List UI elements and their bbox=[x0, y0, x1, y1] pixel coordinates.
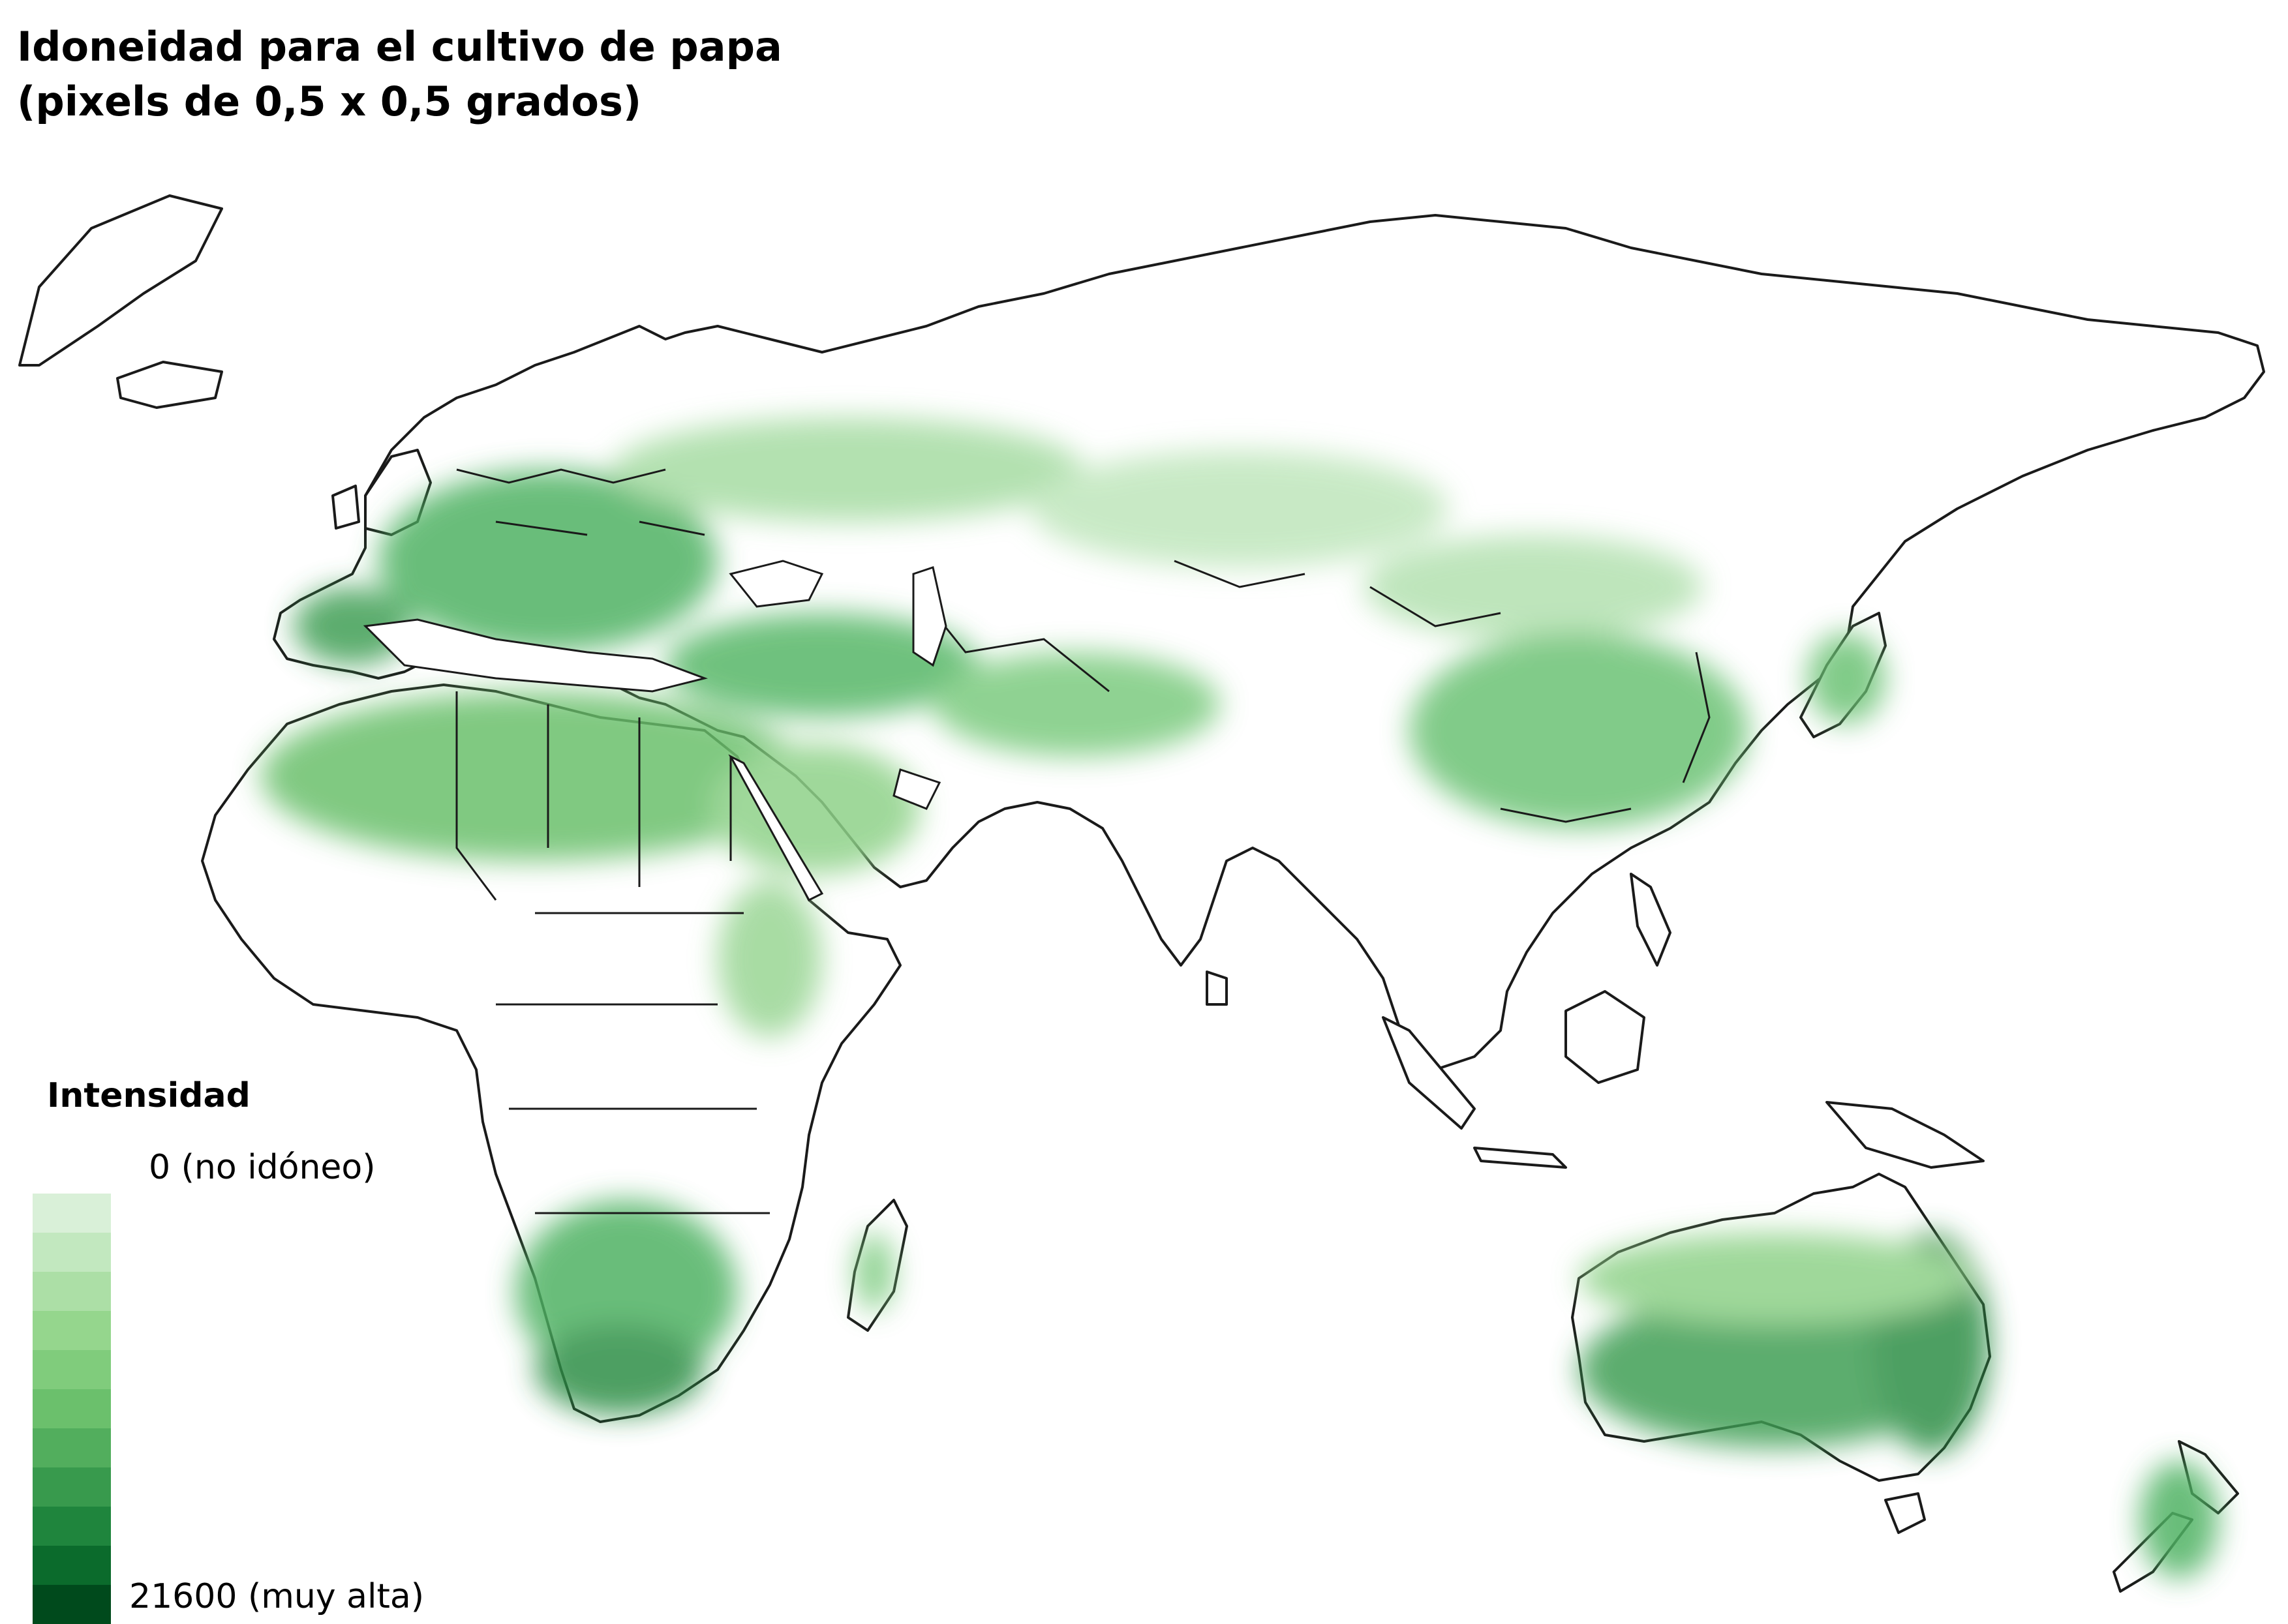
title-line-1: Idoneidad para el cultivo de papa bbox=[17, 23, 782, 70]
red-sea bbox=[728, 754, 824, 901]
legend-swatch-5 bbox=[33, 1389, 111, 1428]
suitability-shading bbox=[261, 417, 2218, 1578]
shade-new-zealand bbox=[2140, 1461, 2218, 1578]
shade-russia bbox=[613, 417, 1083, 522]
philippines bbox=[1630, 873, 1671, 967]
shade-madagascar bbox=[855, 1233, 894, 1311]
caspian-sea bbox=[912, 566, 947, 667]
legend-swatch-9 bbox=[33, 1546, 111, 1585]
shade-central-asia bbox=[933, 652, 1220, 757]
shade-north-africa bbox=[261, 691, 809, 861]
shade-china bbox=[1409, 633, 1748, 828]
shade-europe bbox=[378, 470, 718, 652]
legend-swatch-7 bbox=[33, 1467, 111, 1507]
legend-swatch-2 bbox=[33, 1272, 111, 1311]
legend-min-label: 0 (no idóneo) bbox=[149, 1148, 376, 1187]
shade-iberia bbox=[294, 587, 411, 665]
shade-japan bbox=[1807, 633, 1885, 724]
shade-australia-south bbox=[1579, 1291, 1970, 1448]
legend-swatch-4 bbox=[33, 1350, 111, 1389]
tasmania bbox=[1884, 1492, 1926, 1534]
java bbox=[1473, 1147, 1567, 1169]
shade-mongolia bbox=[1364, 535, 1703, 639]
map-title: Idoneidad para el cultivo de papa (pixel… bbox=[17, 20, 782, 129]
legend-swatch-6 bbox=[33, 1428, 111, 1467]
legend-max-label: 21600 (muy alta) bbox=[129, 1577, 425, 1616]
sri-lanka bbox=[1206, 970, 1228, 1006]
legend-color-scale bbox=[33, 1194, 111, 1624]
sumatra bbox=[1382, 1016, 1476, 1130]
persian-gulf bbox=[892, 768, 941, 810]
country-borders bbox=[455, 468, 1711, 1214]
legend-swatch-0 bbox=[33, 1194, 111, 1233]
legend-swatch-10 bbox=[33, 1585, 111, 1624]
shade-siberia bbox=[1031, 450, 1448, 567]
title-line-2: (pixels de 0,5 x 0,5 grados) bbox=[17, 78, 642, 125]
greenland bbox=[18, 194, 223, 367]
borneo bbox=[1564, 990, 1645, 1084]
shade-australia-north bbox=[1579, 1233, 1970, 1324]
legend-swatch-3 bbox=[33, 1311, 111, 1350]
new-guinea bbox=[1825, 1101, 1985, 1169]
black-sea bbox=[729, 560, 824, 608]
mediterranean bbox=[363, 618, 709, 693]
inland-seas bbox=[363, 560, 947, 901]
shade-turkey-iran bbox=[665, 613, 979, 717]
legend-swatch-1 bbox=[33, 1233, 111, 1272]
shade-south-africa-coast bbox=[535, 1324, 705, 1415]
legend-title: Intensidad bbox=[47, 1076, 251, 1115]
shade-arabia bbox=[711, 744, 920, 874]
legend-swatch-8 bbox=[33, 1507, 111, 1546]
shade-east-africa bbox=[718, 880, 822, 1037]
iceland bbox=[116, 361, 223, 409]
